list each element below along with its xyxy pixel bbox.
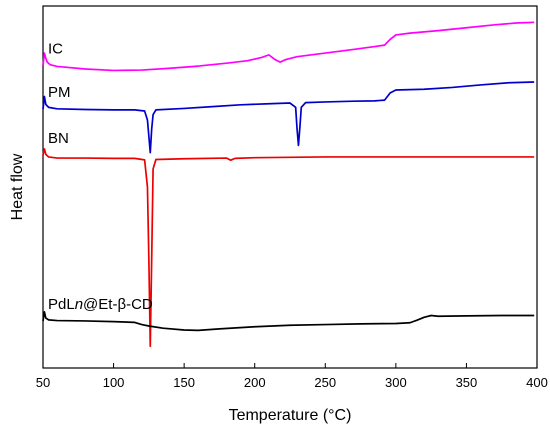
x-tick-label: 300 (385, 375, 407, 390)
series-line-3 (42, 311, 535, 332)
x-tick-label: 250 (314, 375, 336, 390)
plot-frame (42, 5, 538, 369)
series-label-part: IC (48, 41, 63, 58)
x-tick-label: 100 (103, 375, 125, 390)
series-label-part: PdL (48, 296, 75, 313)
x-tick-label: 150 (173, 375, 195, 390)
x-tick-label: 200 (244, 375, 266, 390)
series-line-1 (42, 81, 535, 154)
y-axis-title: Heat flow (9, 153, 26, 220)
series-line-2 (42, 148, 535, 348)
x-tick-label: 50 (36, 375, 50, 390)
series-label-part: PM (48, 84, 71, 101)
series-label-part: n (75, 296, 83, 313)
series-label-1: PM (48, 84, 71, 101)
series-label-2: BN (48, 130, 69, 147)
series-line-0 (42, 21, 535, 72)
x-tick-label: 400 (526, 375, 548, 390)
series-label-part: @Et-β-CD (83, 296, 153, 313)
series-label-part: BN (48, 130, 69, 147)
x-axis-title: Temperature (°C) (229, 407, 352, 424)
x-tick-label: 350 (456, 375, 478, 390)
series-labels: IC PM BN PdLn@Et-β-CD (48, 41, 153, 313)
x-axis-ticks: 50 100 150 200 250 300 350 400 (36, 363, 548, 390)
series-lines (42, 21, 535, 348)
series-label-3: PdLn@Et-β-CD (48, 296, 153, 313)
series-label-0: IC (48, 41, 63, 58)
